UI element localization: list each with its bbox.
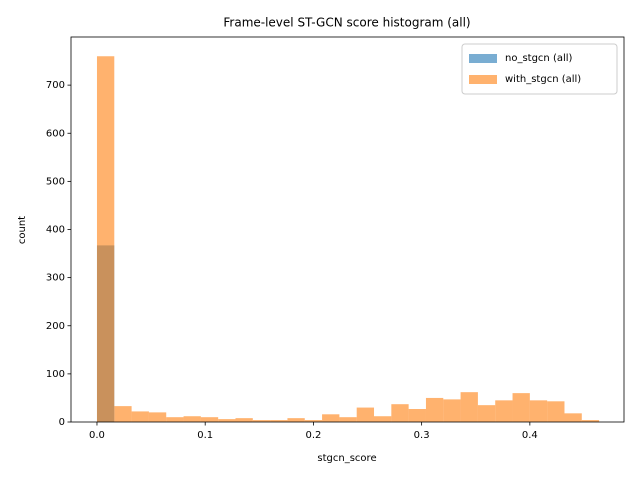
bar	[529, 400, 548, 422]
bar	[270, 420, 288, 422]
bar	[200, 417, 219, 422]
bar	[339, 417, 357, 422]
bar	[408, 409, 426, 422]
y-tick-label: 100	[46, 369, 65, 380]
y-tick-label: 500	[46, 176, 65, 187]
plot-frame	[70, 36, 625, 423]
bar	[512, 393, 530, 422]
bar	[166, 417, 184, 422]
bar	[148, 412, 167, 422]
bar	[460, 392, 478, 422]
legend-box	[461, 43, 618, 95]
y-tick-label: 300	[46, 273, 65, 284]
bar	[322, 414, 340, 422]
legend-swatch	[469, 75, 497, 84]
bar	[374, 416, 392, 422]
y-tick-label: 400	[46, 225, 65, 236]
bar	[547, 401, 565, 422]
legend-label: no_stgcn (all)	[505, 53, 573, 64]
chart-title: Frame-level ST-GCN score histogram (all)	[223, 16, 470, 30]
bar	[287, 418, 305, 422]
bar	[304, 420, 323, 422]
bar	[114, 406, 132, 422]
bar	[564, 413, 582, 422]
y-axis-label: count	[17, 216, 28, 244]
y-tick-label: 600	[46, 128, 65, 139]
bar	[218, 419, 236, 422]
y-tick-label: 200	[46, 321, 65, 332]
bar	[425, 397, 444, 422]
x-tick-label: 0.2	[305, 430, 321, 441]
x-tick-label: 0.1	[197, 430, 213, 441]
y-tick-label: 700	[46, 80, 65, 91]
legend-swatch	[469, 54, 497, 63]
legend-label: with_stgcn (all)	[505, 74, 581, 85]
bar	[495, 400, 513, 422]
bar	[443, 399, 461, 422]
bar	[96, 56, 115, 422]
bar	[235, 418, 253, 422]
x-tick-label: 0.4	[522, 430, 538, 441]
bar	[581, 420, 600, 422]
x-axis-label: stgcn_score	[317, 453, 376, 464]
x-tick-label: 0.0	[89, 430, 105, 441]
bar	[131, 411, 149, 422]
bar	[391, 404, 409, 422]
x-tick-label: 0.3	[414, 430, 430, 441]
bar	[477, 405, 496, 422]
y-tick-label: 0	[59, 417, 65, 428]
bar	[356, 407, 375, 422]
bar	[183, 416, 201, 422]
bar	[252, 420, 271, 422]
